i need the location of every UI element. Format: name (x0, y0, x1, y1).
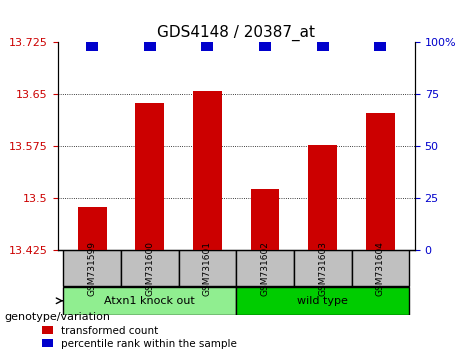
FancyBboxPatch shape (121, 250, 179, 286)
Text: GSM731604: GSM731604 (376, 241, 385, 296)
Text: genotype/variation: genotype/variation (5, 312, 111, 322)
Text: GSM731599: GSM731599 (88, 241, 97, 296)
FancyBboxPatch shape (294, 250, 351, 286)
Text: GSM731602: GSM731602 (260, 241, 270, 296)
Bar (193, 91, 222, 250)
Legend: transformed count, percentile rank within the sample: transformed count, percentile rank withi… (42, 326, 236, 349)
Bar (136, 103, 164, 250)
Bar (366, 113, 395, 250)
Text: GSM731603: GSM731603 (318, 241, 327, 296)
FancyBboxPatch shape (236, 250, 294, 286)
FancyBboxPatch shape (64, 286, 236, 315)
Text: wild type: wild type (297, 296, 348, 306)
Bar (251, 189, 279, 250)
FancyBboxPatch shape (236, 286, 409, 315)
Bar (78, 207, 106, 250)
FancyBboxPatch shape (179, 250, 236, 286)
Text: Atxn1 knock out: Atxn1 knock out (105, 296, 195, 306)
Text: GSM731601: GSM731601 (203, 241, 212, 296)
Bar (308, 145, 337, 250)
Title: GDS4148 / 20387_at: GDS4148 / 20387_at (157, 25, 315, 41)
FancyBboxPatch shape (351, 250, 409, 286)
Text: GSM731600: GSM731600 (145, 241, 154, 296)
FancyBboxPatch shape (64, 250, 121, 286)
